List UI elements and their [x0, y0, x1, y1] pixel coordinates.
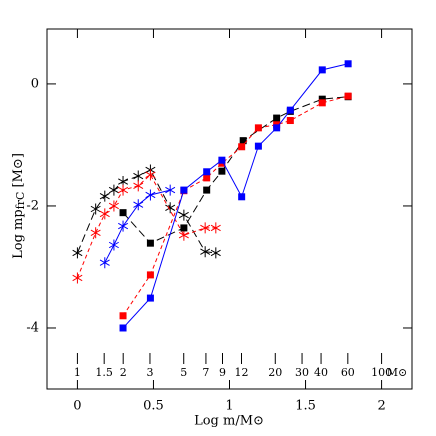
asterisk-marker: [210, 222, 221, 234]
square-marker: [254, 142, 262, 150]
x-tick-label: 2: [377, 399, 385, 414]
square-marker: [218, 156, 226, 164]
asterisk-marker: [133, 199, 144, 211]
square-marker: [273, 114, 281, 122]
mass-tick-label: 2: [120, 366, 127, 379]
square-marker: [146, 294, 154, 302]
plot-frame: [46, 28, 413, 390]
y-label-unit: [M⊙]: [11, 153, 26, 191]
mass-tick-label: 5: [180, 366, 187, 379]
y-label-sub: frC: [14, 192, 27, 210]
asterisk-marker: [165, 184, 176, 196]
series-line: [122, 96, 349, 244]
square-marker: [218, 167, 226, 175]
mass-tick-label: 20: [268, 366, 282, 379]
mass-tick-label: 7: [202, 366, 209, 379]
mass-tick-label: 30: [295, 366, 309, 379]
asterisk-marker: [108, 239, 119, 251]
square-marker: [146, 239, 154, 247]
asterisk-marker: [108, 184, 119, 196]
asterisk-marker: [90, 227, 101, 239]
asterisk-marker: [145, 169, 156, 181]
asterisk-marker: [118, 220, 129, 232]
y-tick-label: -2: [26, 198, 39, 213]
y-tick-label: 0: [31, 76, 39, 91]
asterisk-marker: [133, 180, 144, 192]
mass-tick-label: 1: [74, 366, 81, 379]
series-line: [122, 63, 349, 329]
square-marker: [286, 106, 294, 114]
mass-unit: M⊙: [387, 366, 407, 379]
x-tick-label: 0.5: [143, 399, 164, 414]
square-marker: [318, 66, 326, 74]
asterisk-marker: [108, 200, 119, 212]
asterisk-marker: [118, 184, 129, 196]
y-axis-label: Log mpfrC [M⊙]: [11, 153, 28, 259]
square-marker: [146, 271, 154, 279]
x-tick-label: 0: [73, 399, 81, 414]
asterisk-marker: [99, 190, 110, 202]
square-marker: [203, 174, 211, 182]
square-marker: [239, 137, 247, 145]
asterisk-marker: [200, 222, 211, 234]
asterisk-marker: [145, 189, 156, 201]
square-marker: [238, 193, 246, 201]
square-marker: [344, 92, 352, 100]
asterisk-marker: [72, 247, 83, 259]
asterisk-marker: [200, 246, 211, 258]
mass-tick-label: 12: [235, 366, 249, 379]
asterisk-marker: [210, 247, 221, 259]
square-marker: [180, 224, 188, 232]
square-marker: [119, 209, 127, 217]
mass-tick-label: 60: [341, 366, 355, 379]
mass-tick-label: 3: [146, 366, 153, 379]
mass-tick-label: 9: [219, 366, 226, 379]
x-axis-label: Log m/M⊙: [194, 414, 264, 429]
square-marker: [286, 117, 294, 125]
asterisk-marker: [99, 208, 110, 220]
asterisk-marker: [133, 170, 144, 182]
x-tick-label: 1.5: [295, 399, 316, 414]
series-line: [122, 95, 349, 317]
asterisk-marker: [90, 203, 101, 215]
mass-tick-label: 100: [371, 366, 392, 379]
square-marker: [318, 95, 326, 103]
square-marker: [119, 312, 127, 320]
square-marker: [273, 124, 281, 132]
square-marker: [318, 99, 326, 107]
square-marker: [344, 60, 352, 68]
series-line: [76, 169, 216, 254]
asterisk-marker: [178, 209, 189, 221]
asterisk-marker: [99, 257, 110, 269]
series-line: [76, 174, 216, 279]
asterisk-marker: [165, 202, 176, 214]
square-marker: [203, 168, 211, 176]
square-marker: [180, 186, 188, 194]
square-marker: [119, 324, 127, 332]
asterisk-marker: [72, 272, 83, 284]
square-marker: [254, 124, 262, 132]
mass-tick-label: 1.5: [95, 366, 113, 379]
series-line: [104, 189, 171, 263]
asterisk-marker: [178, 229, 189, 241]
y-label-main: Log mp: [11, 209, 26, 259]
x-tick-label: 1: [225, 399, 233, 414]
square-marker: [203, 186, 211, 194]
mass-tick-label: 40: [314, 366, 328, 379]
square-marker: [238, 143, 246, 151]
y-tick-label: -4: [26, 320, 39, 335]
